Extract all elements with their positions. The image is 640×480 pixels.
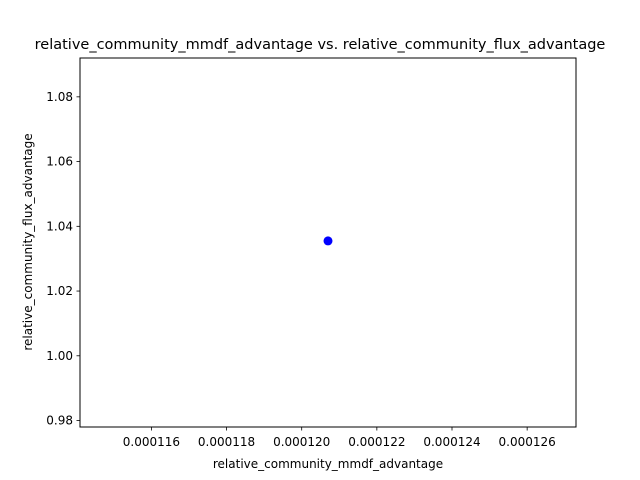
- chart-title: relative_community_mmdf_advantage vs. re…: [35, 37, 606, 53]
- x-axis-label: relative_community_mmdf_advantage: [213, 457, 443, 471]
- y-axis-ticks: 0.98 1.00 1.02 1.04 1.06 1.08: [46, 90, 80, 428]
- y-tick-label: 1.00: [46, 349, 73, 363]
- data-point: [323, 236, 333, 246]
- y-tick-label: 1.04: [46, 219, 73, 233]
- x-tick-label: 0.000116: [123, 435, 180, 449]
- plot-frame: [79, 57, 577, 428]
- y-tick-label: 0.98: [46, 414, 73, 428]
- x-tick-label: 0.000122: [348, 435, 405, 449]
- x-tick-label: 0.000118: [198, 435, 255, 449]
- x-tick-label: 0.000124: [423, 435, 480, 449]
- x-tick-label: 0.000126: [499, 435, 556, 449]
- y-tick-label: 1.02: [46, 284, 73, 298]
- data-points: [323, 236, 333, 246]
- y-axis-label: relative_community_flux_advantage: [21, 133, 35, 350]
- y-tick-label: 1.08: [46, 90, 73, 104]
- x-axis-ticks: 0.000116 0.000118 0.000120 0.000122 0.000124…: [123, 427, 556, 449]
- y-tick-label: 1.06: [46, 155, 73, 169]
- x-tick-label: 0.000120: [273, 435, 330, 449]
